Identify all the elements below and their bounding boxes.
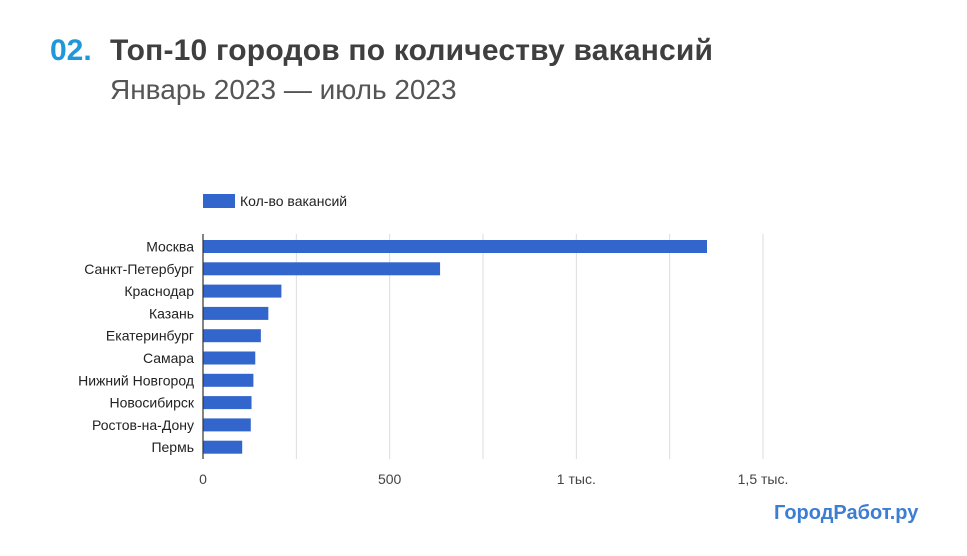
category-label: Самара — [143, 350, 194, 366]
bar — [203, 262, 441, 276]
legend-label: Кол-во вакансий — [240, 193, 347, 209]
slide-subtitle: Январь 2023 — июль 2023 — [110, 74, 457, 105]
slide-title: Топ-10 городов по количеству вакансий — [110, 34, 714, 67]
slide-number: 02. — [50, 34, 92, 67]
bar — [203, 440, 243, 454]
category-label: Москва — [146, 239, 194, 255]
category-label: Краснодар — [124, 283, 194, 299]
x-tick-label: 500 — [378, 471, 402, 487]
bar — [203, 373, 254, 387]
category-label: Казань — [149, 305, 194, 321]
x-tick-label: 1,5 тыс. — [738, 471, 789, 487]
x-tick-label: 1 тыс. — [557, 471, 596, 487]
category-label: Санкт-Петербург — [84, 261, 194, 277]
category-label: Новосибирск — [109, 395, 194, 411]
legend-swatch — [203, 194, 235, 208]
category-label: Нижний Новгород — [78, 372, 194, 388]
category-label: Пермь — [151, 439, 194, 455]
x-tick-label: 0 — [199, 471, 207, 487]
category-label: Ростов-на-Дону — [92, 417, 194, 433]
bar — [203, 351, 256, 365]
category-label: Екатеринбург — [106, 328, 194, 344]
bar — [203, 396, 252, 410]
bar — [203, 418, 251, 432]
bar — [203, 329, 261, 343]
bar — [203, 306, 269, 320]
bar — [203, 284, 282, 298]
brand-logo: ГородРабот.ру — [774, 502, 919, 524]
bar — [203, 240, 707, 253]
